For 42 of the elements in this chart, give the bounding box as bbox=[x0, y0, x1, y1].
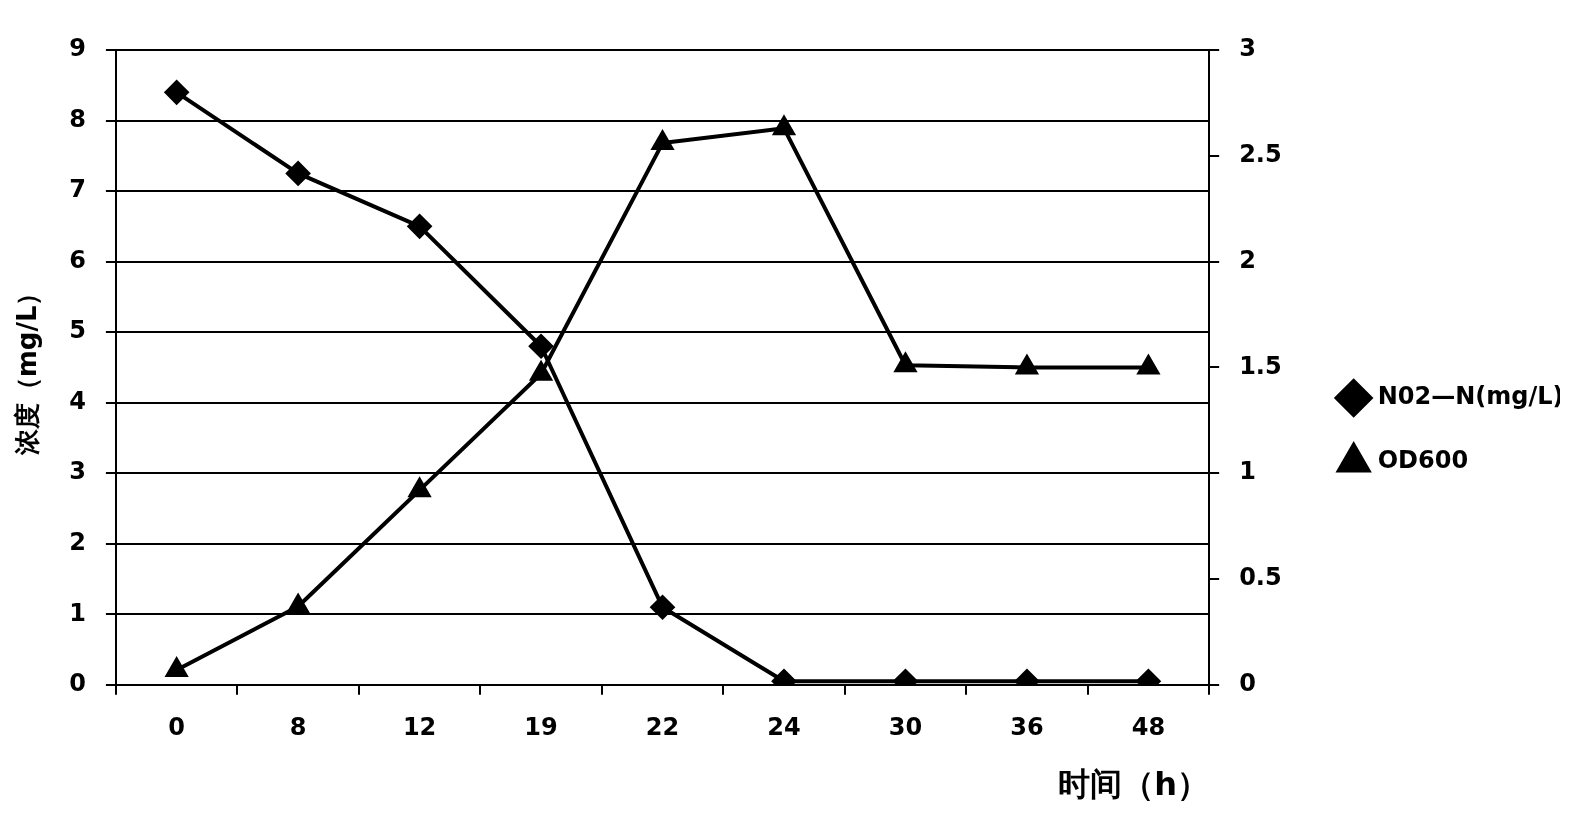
y-axis-title: 浓度（mg/L） bbox=[12, 279, 43, 457]
legend-label: OD600 bbox=[1377, 446, 1469, 475]
x-axis-title: 时间（h） bbox=[1058, 765, 1210, 804]
x-tick-label: 8 bbox=[289, 713, 307, 742]
y2-tick-label: 1 bbox=[1239, 457, 1256, 486]
point bbox=[1016, 355, 1038, 375]
point bbox=[1137, 355, 1160, 375]
x-tick-label: 22 bbox=[645, 713, 680, 742]
x-tick-label: 19 bbox=[524, 713, 558, 742]
point bbox=[165, 657, 188, 677]
y-tick-label: 3 bbox=[69, 457, 86, 486]
y-tick-label: 8 bbox=[69, 104, 86, 133]
point bbox=[651, 131, 674, 151]
y2-tick-label: 3 bbox=[1239, 34, 1256, 63]
y2-tick-label: 2 bbox=[1239, 245, 1256, 274]
x-tick-label: 12 bbox=[402, 713, 437, 742]
y-tick-label: 9 bbox=[69, 34, 86, 63]
y-tick-label: 0 bbox=[69, 669, 86, 698]
y2-tick-label: 1.5 bbox=[1239, 351, 1282, 380]
y-tick-label: 4 bbox=[69, 386, 86, 415]
point bbox=[773, 116, 795, 136]
y2-tick-label: 0.5 bbox=[1239, 563, 1282, 592]
y2-tick-label: 0 bbox=[1239, 669, 1256, 698]
x-tick-label: 24 bbox=[767, 713, 801, 742]
point bbox=[529, 334, 554, 359]
y-tick-label: 7 bbox=[69, 175, 86, 204]
point bbox=[287, 592, 310, 614]
point bbox=[286, 161, 311, 186]
y-tick-label: 1 bbox=[69, 598, 86, 627]
y2-tick-label: 2.5 bbox=[1239, 140, 1282, 169]
x-tick-label: 36 bbox=[1010, 713, 1044, 742]
x-tick-label: 48 bbox=[1131, 713, 1166, 742]
point bbox=[894, 353, 917, 373]
point bbox=[407, 214, 432, 239]
point bbox=[408, 478, 431, 498]
point bbox=[164, 80, 189, 105]
y-tick-label: 2 bbox=[69, 527, 86, 556]
point bbox=[529, 359, 553, 381]
y-tick-label: 6 bbox=[69, 245, 86, 274]
x-tick-label: 30 bbox=[888, 713, 923, 742]
x-tick-label: 0 bbox=[168, 713, 185, 742]
y-tick-label: 5 bbox=[69, 316, 86, 345]
